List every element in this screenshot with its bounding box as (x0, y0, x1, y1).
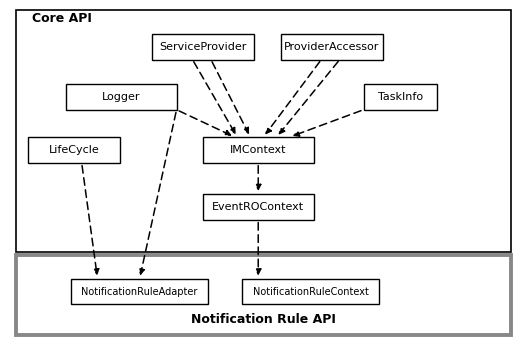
Bar (16, 10, 511, 252)
Text: LifeCycle: LifeCycle (48, 145, 99, 155)
Bar (28, 137, 120, 163)
Bar (66, 84, 177, 110)
Text: Notification Rule API: Notification Rule API (191, 313, 336, 326)
Text: EventROContext: EventROContext (212, 202, 304, 212)
Text: Core API: Core API (32, 12, 92, 26)
Bar (203, 194, 314, 220)
Bar (71, 279, 208, 305)
Bar (364, 84, 437, 110)
Bar (16, 255, 511, 335)
Bar (242, 279, 379, 305)
Text: IMContext: IMContext (230, 145, 287, 155)
Text: NotificationRuleContext: NotificationRuleContext (253, 287, 369, 296)
Bar (203, 137, 314, 163)
Text: NotificationRuleAdapter: NotificationRuleAdapter (82, 287, 198, 296)
Bar (152, 33, 254, 59)
Text: ServiceProvider: ServiceProvider (159, 42, 247, 51)
Bar (280, 33, 384, 59)
Text: TaskInfo: TaskInfo (378, 92, 423, 101)
Text: ProviderAccessor: ProviderAccessor (285, 42, 379, 51)
Text: Logger: Logger (102, 92, 141, 101)
